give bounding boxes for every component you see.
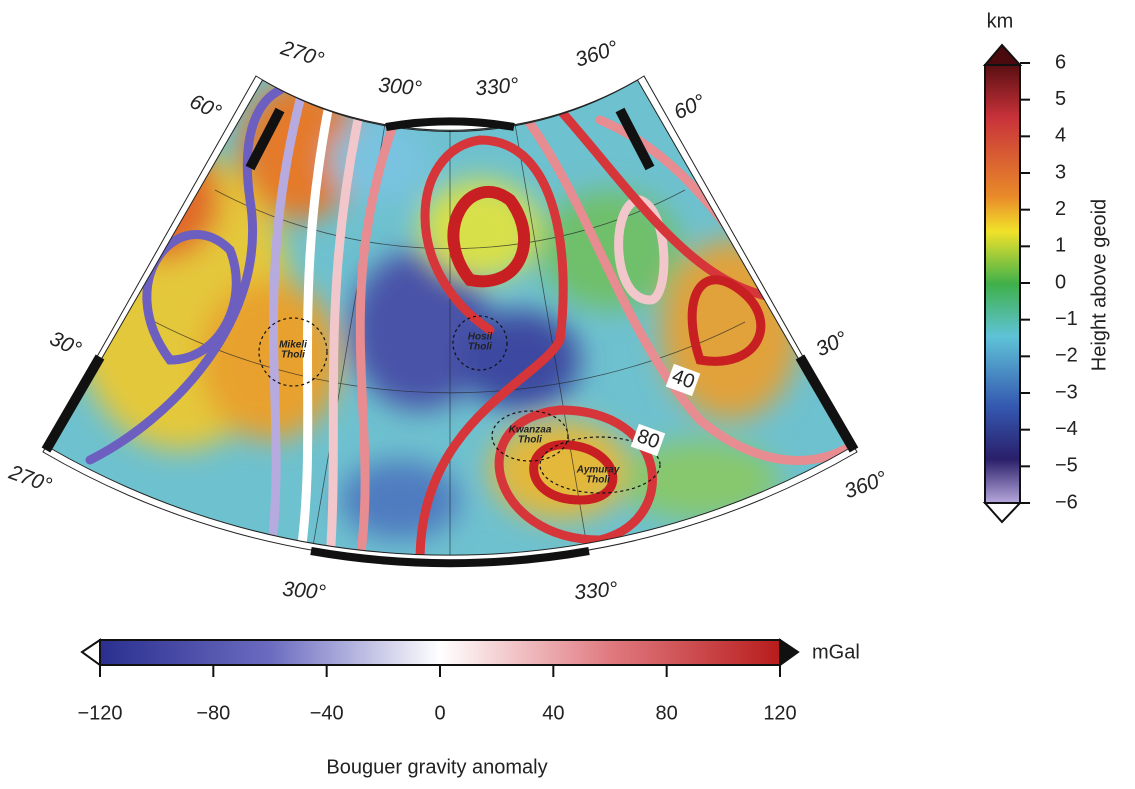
longitude-label: 270° [277, 36, 326, 72]
longitude-label: 330° [474, 74, 519, 101]
tick-label: −6 [1055, 491, 1078, 513]
tick-label: 40 [542, 702, 564, 724]
tick-label: −40 [310, 702, 344, 724]
latitude-label: 60° [670, 90, 709, 124]
latitude-label: 60° [186, 90, 225, 124]
height-label: Height above geoid [1088, 199, 1110, 371]
map-frame [41, 75, 859, 568]
feature-label: Mikeli [279, 340, 307, 351]
tick-label: 2 [1055, 198, 1066, 220]
tick-label: 1 [1055, 235, 1066, 257]
gravity-unit: mGal [812, 641, 860, 663]
feature-label: Hosil [468, 332, 493, 343]
longitude-label: 300° [281, 578, 326, 605]
contour-label-box [665, 363, 701, 397]
tick-label: −2 [1055, 345, 1078, 367]
tick-label: 80 [656, 702, 678, 724]
tick-label: −5 [1055, 455, 1078, 477]
feature-label: Tholi [468, 342, 492, 353]
tick-label: −120 [77, 702, 122, 724]
tick-label: −80 [196, 702, 230, 724]
feature-label: Tholi [518, 435, 542, 446]
tick-label: 5 [1055, 88, 1066, 110]
latitude-label: 30° [812, 327, 851, 361]
contour-label-box [630, 423, 666, 457]
longitude-label: 270° [5, 461, 55, 498]
longitude-label: 330° [573, 578, 618, 605]
latitude-label: 30° [46, 327, 85, 361]
tick-label: −3 [1055, 381, 1078, 403]
tick-label: 120 [763, 702, 796, 724]
feature-label: Kwanzaa [509, 425, 552, 436]
tick-label: 6 [1055, 51, 1066, 73]
longitude-label: 360° [572, 36, 620, 71]
feature-label: Tholi [281, 350, 305, 361]
tick-label: −1 [1055, 308, 1078, 330]
height-colorbar [984, 64, 1021, 504]
height-unit: km [987, 10, 1014, 32]
feature-label: Aymuray [576, 465, 620, 476]
gravity-label: Bouguer gravity anomaly [326, 756, 547, 778]
tick-label: 3 [1055, 161, 1066, 183]
longitude-label: 360° [841, 467, 890, 503]
tick-label: 0 [1055, 271, 1066, 293]
tick-label: 0 [434, 702, 445, 724]
tick-label: 4 [1055, 125, 1066, 147]
longitude-label: 300° [377, 74, 422, 101]
labels: 270°300° 330°360°270°300° 330°360°60°30°60… [5, 36, 1078, 724]
tick-label: −4 [1055, 418, 1078, 440]
feature-label: Tholi [586, 475, 610, 486]
gravity-colorbar [99, 639, 781, 666]
